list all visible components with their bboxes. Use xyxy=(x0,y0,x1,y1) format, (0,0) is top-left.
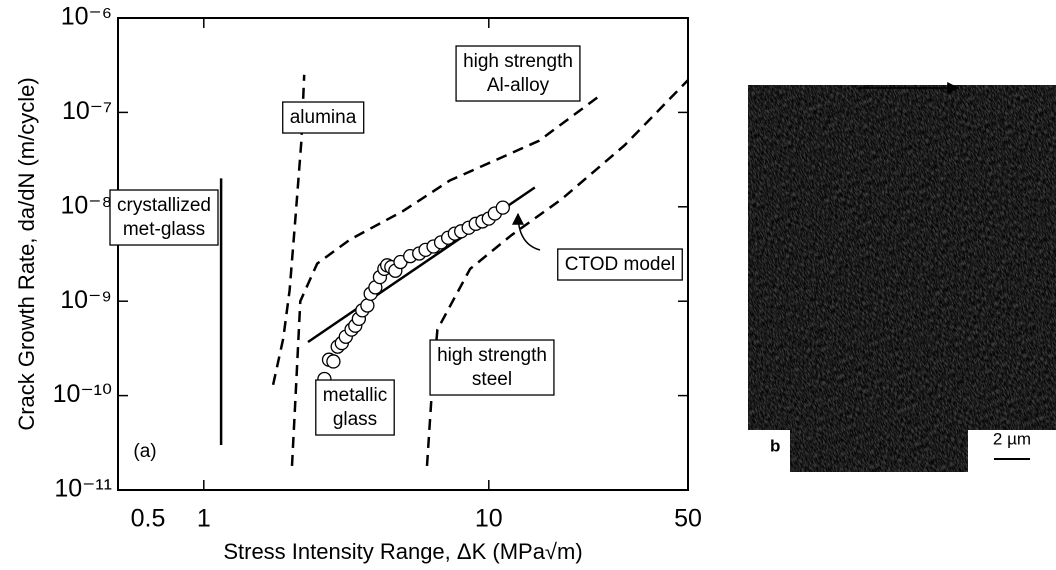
annotation-text: Al-alloy xyxy=(487,75,550,96)
annotation-text: met-glass xyxy=(123,219,205,240)
data-point xyxy=(360,298,375,313)
annotation: alumina xyxy=(282,101,365,134)
x-tick-label: 10 xyxy=(475,505,503,533)
annotation-text: high strength xyxy=(463,51,573,72)
data-point xyxy=(495,200,510,215)
annotation: crystallized met-glass xyxy=(109,189,219,246)
y-tick-label: 10⁻⁷ xyxy=(62,97,112,125)
y-tick-label: 10⁻¹⁰ xyxy=(53,380,112,408)
annotation-arrow xyxy=(512,212,541,251)
scale-bar-label: 2 µm xyxy=(993,429,1031,448)
x-axis-title: Stress Intensity Range, ΔK (MPa√m) xyxy=(223,539,582,564)
annotation-box xyxy=(455,45,581,102)
annotation-box xyxy=(315,379,395,436)
x-tick-label: 1 xyxy=(197,505,211,533)
annotation-text: metallic xyxy=(323,385,387,406)
y-tick-label: 10⁻⁸ xyxy=(60,191,112,219)
y-tick-label: 10⁻⁹ xyxy=(60,286,112,314)
annotation-box xyxy=(557,248,683,281)
data-point xyxy=(326,354,341,369)
annotation-text: glass xyxy=(333,409,377,430)
annotation-box xyxy=(282,101,365,134)
micrograph-panel: b 2 µm xyxy=(748,82,1056,472)
annotation-box xyxy=(429,339,555,396)
annotation-text: alumina xyxy=(290,107,357,128)
micrograph xyxy=(748,85,1056,472)
panel-label: b xyxy=(770,436,780,455)
annotation-text: steel xyxy=(472,369,512,390)
annotation: (a) xyxy=(133,441,156,462)
annotation: high strength steel xyxy=(429,339,555,396)
annotation: high strength Al-alloy xyxy=(455,45,581,102)
annotation-text: high strength xyxy=(437,345,547,366)
plot-frame xyxy=(117,17,689,491)
y-axis-title: Crack Growth Rate, da/dN (m/cycle) xyxy=(14,77,39,430)
x-tick-label: 50 xyxy=(674,505,702,533)
annotation-text: crystallized xyxy=(117,195,211,216)
chart: Crack Growth Rate, da/dN (m/cycle) Stres… xyxy=(14,3,702,564)
annotation-box xyxy=(109,189,219,246)
y-tick-label: 10⁻¹¹ xyxy=(54,475,112,503)
annotation: CTOD model xyxy=(557,248,683,281)
y-tick-label: 10⁻⁶ xyxy=(61,3,112,31)
x-tick-label: 0.5 xyxy=(131,505,166,533)
annotation: metallic glass xyxy=(315,379,395,436)
annotation-text: CTOD model xyxy=(565,254,676,275)
annotation-text: (a) xyxy=(133,441,156,462)
